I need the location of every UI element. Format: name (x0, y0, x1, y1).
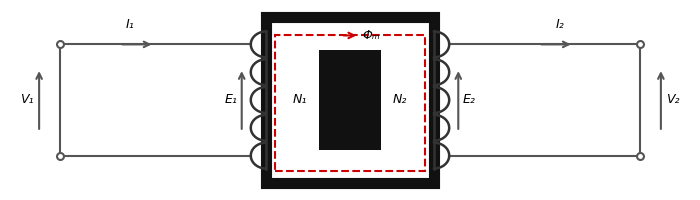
Text: Φₘ: Φₘ (363, 29, 380, 42)
Text: V₂: V₂ (666, 93, 680, 106)
Text: N₂: N₂ (393, 93, 407, 106)
Bar (318, 50, 382, 150)
Text: E₁: E₁ (225, 93, 238, 106)
Text: I₁: I₁ (125, 18, 134, 31)
Text: V₁: V₁ (20, 93, 34, 106)
Bar (275, 35, 425, 171)
Text: I₂: I₂ (555, 18, 564, 31)
FancyBboxPatch shape (266, 17, 434, 183)
Text: N₁: N₁ (293, 93, 307, 106)
Text: E₂: E₂ (462, 93, 475, 106)
